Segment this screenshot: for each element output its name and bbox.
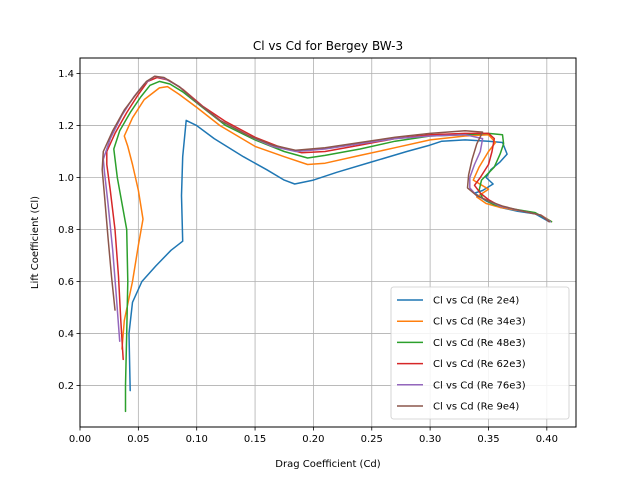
series-line-5 (101, 75, 550, 311)
legend-label-4: Cl vs Cd (Re 76e3) (433, 380, 526, 391)
plot-frame (79, 57, 577, 428)
x-axis-label: Drag Coefficient (Cd) (275, 459, 380, 470)
x-tick-label: 0.15 (244, 434, 266, 445)
legend-label-3: Cl vs Cd (Re 62e3) (433, 359, 526, 370)
y-tick-label: 0.6 (58, 277, 74, 288)
legend-label-0: Cl vs Cd (Re 2e4) (433, 296, 519, 307)
legend-label-2: Cl vs Cd (Re 48e3) (433, 338, 526, 349)
y-tick-label: 0.8 (58, 225, 74, 236)
chart-title: Cl vs Cd for Bergey BW-3 (253, 39, 403, 53)
x-tick-label: 0.30 (419, 434, 441, 445)
y-tick-label: 1.2 (58, 121, 74, 132)
legend: Cl vs Cd (Re 2e4) Cl vs Cd (Re 34e3) Cl vs… (390, 286, 570, 420)
x-tick-label: 0.00 (69, 434, 91, 445)
legend-label-5: Cl vs Cd (Re 9e4) (433, 402, 519, 413)
x-tick-label: 0.10 (186, 434, 208, 445)
y-tick-label: 0.4 (58, 329, 74, 340)
x-tick-label: 0.35 (477, 434, 499, 445)
series-line-2 (113, 80, 553, 413)
x-axis-ticks: 0.00 0.05 0.10 0.15 0.20 0.25 0.30 0.35 0.40 (69, 427, 558, 445)
y-tick-label: 1.0 (58, 173, 74, 184)
x-tick-label: 0.20 (302, 434, 324, 445)
legend-box (390, 286, 570, 420)
legend-label-1: Cl vs Cd (Re 34e3) (433, 317, 526, 328)
series-layer (101, 75, 553, 413)
x-tick-label: 0.40 (536, 434, 558, 445)
y-axis-ticks: 0.2 0.4 0.6 0.8 1.0 1.2 1.4 (58, 69, 80, 392)
y-tick-label: 0.2 (58, 381, 74, 392)
y-axis-label: Lift Coefficient (Cl) (30, 196, 41, 289)
y-tick-label: 1.4 (58, 69, 74, 80)
series-line-1 (121, 85, 553, 350)
series-line-0 (128, 119, 550, 392)
x-tick-label: 0.05 (127, 434, 149, 445)
x-tick-label: 0.25 (361, 434, 383, 445)
